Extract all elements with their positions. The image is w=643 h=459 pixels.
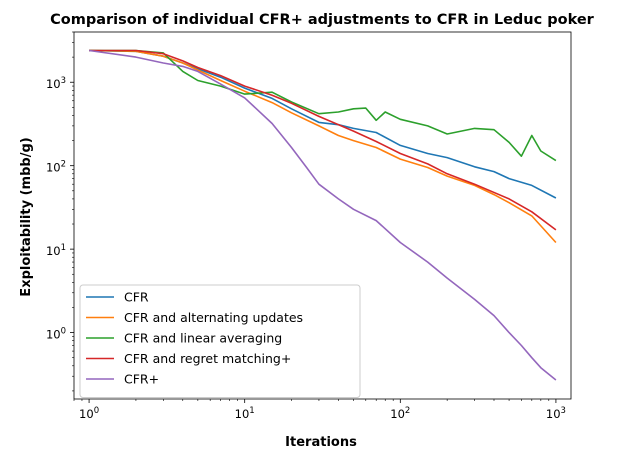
x-tick-label-base: 10 xyxy=(79,407,94,421)
x-tick-label-exponent: 1 xyxy=(249,406,254,416)
x-tick-label: 101 xyxy=(235,406,255,421)
legend-label: CFR and linear averaging xyxy=(124,331,282,346)
y-tick-label-base: 10 xyxy=(46,328,61,342)
y-axis-label: Exploitability (mbb/g) xyxy=(19,137,34,296)
series-line-3 xyxy=(89,49,557,231)
y-tick-label-exponent: 3 xyxy=(61,76,66,86)
series-line-1 xyxy=(89,49,557,244)
y-tick-label-base: 10 xyxy=(46,77,61,91)
legend-label: CFR xyxy=(124,290,149,305)
x-axis-ticks: 100 101 102 103 xyxy=(73,399,566,421)
y-tick-label: 101 xyxy=(46,243,66,258)
y-tick-label-exponent: 0 xyxy=(61,327,66,337)
x-tick-label-exponent: 0 xyxy=(94,406,99,416)
series-line-4 xyxy=(88,49,557,381)
x-tick-label-exponent: 2 xyxy=(405,406,410,416)
x-tick-label: 102 xyxy=(390,406,410,421)
y-tick-label: 102 xyxy=(46,160,66,175)
y-tick-label-base: 10 xyxy=(46,244,61,258)
x-tick-label-exponent: 3 xyxy=(561,406,566,416)
x-tick-label-base: 10 xyxy=(546,407,561,421)
y-tick-label-base: 10 xyxy=(46,161,61,175)
x-axis-label: Iterations xyxy=(285,435,357,450)
x-tick-label-base: 10 xyxy=(235,407,250,421)
x-tick-label: 100 xyxy=(79,406,99,421)
series-line-2 xyxy=(89,49,557,162)
y-tick-label: 100 xyxy=(46,327,66,342)
legend-label: CFR and alternating updates xyxy=(124,310,303,325)
y-tick-label-exponent: 1 xyxy=(61,243,66,253)
legend-label: CFR+ xyxy=(124,372,159,387)
chart-title: Comparison of individual CFR+ adjustment… xyxy=(50,12,595,28)
axes-frame xyxy=(73,31,572,400)
y-tick-label-exponent: 2 xyxy=(61,160,66,170)
legend-box xyxy=(79,284,361,398)
legend-label: CFR and regret matching+ xyxy=(124,351,291,366)
series-lines xyxy=(88,49,557,381)
x-tick-label: 103 xyxy=(546,406,566,421)
legend: CFR CFR and alternating updates CFR and li… xyxy=(79,284,361,398)
y-tick-label: 103 xyxy=(46,76,66,91)
x-tick-label-base: 10 xyxy=(390,407,405,421)
